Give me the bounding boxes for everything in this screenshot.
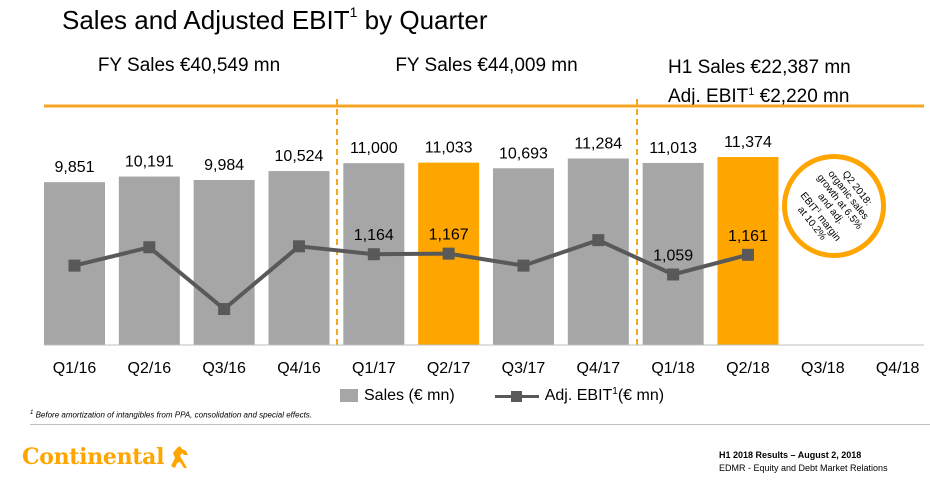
- period-label-fy16: FY Sales €40,549 mn: [97, 55, 281, 76]
- footer-divider: [30, 424, 930, 425]
- x-tick-label: Q2/18: [726, 360, 770, 377]
- sales-bar: [268, 171, 330, 345]
- ebit-point: [442, 247, 455, 260]
- q2-2018-callout: Q2 2018: organic sales growth at 6.5% an…: [782, 154, 886, 258]
- sales-bar: [193, 179, 255, 345]
- callout-text: Q2 2018: organic sales growth at 6.5% an…: [794, 168, 874, 244]
- sales-value-label: 11,284: [574, 135, 622, 152]
- sales-bar: [567, 158, 629, 345]
- legend-sales-label: Sales (€ mn): [364, 386, 455, 404]
- sales-bar: [118, 176, 180, 345]
- ebit-point: [292, 240, 305, 253]
- x-tick-label: Q4/18: [876, 360, 920, 377]
- sales-value-label: 9,984: [204, 157, 244, 174]
- sales-value-label: 10,191: [125, 154, 174, 171]
- ebit-point: [143, 241, 156, 254]
- x-tick-label: Q3/16: [202, 360, 246, 377]
- sales-value-label: 11,374: [724, 134, 772, 151]
- x-tick-label: Q1/18: [651, 360, 695, 377]
- ebit-point: [218, 303, 231, 316]
- chart-legend: Sales (€ mn) Adj. EBIT1(€ mn): [340, 386, 664, 405]
- footer-event: H1 2018 Results – August 2, 2018: [719, 450, 862, 460]
- horse-icon: [171, 446, 189, 468]
- footer-info: H1 2018 Results – August 2, 2018 EDMR - …: [719, 449, 888, 475]
- sales-value-label: 10,524: [275, 148, 324, 165]
- h1-sales-label: H1 Sales €22,387 mn: [668, 57, 851, 78]
- ebit-value-label: 1,167: [429, 227, 469, 244]
- x-tick-label: Q2/17: [427, 360, 471, 377]
- sales-value-label: 9,851: [54, 159, 94, 176]
- ebit-point: [68, 259, 81, 272]
- ebit-point: [367, 248, 380, 261]
- sales-value-label: 11,000: [350, 140, 398, 157]
- x-tick-label: Q1/17: [352, 360, 396, 377]
- legend-ebit-swatch: [494, 389, 539, 403]
- ebit-value-label: 1,164: [354, 227, 394, 244]
- page-title: Sales and Adjusted EBIT1 by Quarter: [62, 4, 488, 35]
- x-tick-label: Q2/16: [128, 360, 172, 377]
- x-tick-label: Q4/16: [277, 360, 321, 377]
- logo-text: Continental: [22, 444, 165, 470]
- x-tick-label: Q1/16: [53, 360, 97, 377]
- legend-ebit-label: Adj. EBIT1(€ mn): [544, 386, 665, 404]
- sales-ebit-chart: 9,851 Q1/16 10,191 Q2/16 9,984 Q3/16 10,524 Q4/…: [44, 99, 924, 377]
- h1-ebit-label: Adj. EBIT1 €2,220 mn: [668, 86, 850, 107]
- legend-sales-swatch: [340, 389, 358, 402]
- ebit-line: [74, 237, 749, 312]
- period-label-h1-2018: H1 Sales €22,387 mn Adj. EBIT1 €2,220 mn: [668, 55, 851, 109]
- sales-value-label: 10,693: [499, 145, 548, 162]
- ebit-point: [741, 248, 754, 261]
- ebit-point: [667, 268, 680, 281]
- footnote: 1 Before amortization of intangibles fro…: [30, 410, 313, 420]
- x-tick-label: Q3/17: [502, 360, 546, 377]
- ebit-point: [592, 234, 605, 247]
- sales-value-label: 11,013: [649, 140, 697, 157]
- sales-bar: [642, 162, 704, 345]
- x-tick-label: Q4/17: [577, 360, 621, 377]
- ebit-point: [517, 259, 530, 272]
- ebit-value-label: 1,161: [728, 228, 768, 245]
- continental-logo: Continental: [22, 444, 191, 470]
- x-tick-label: Q3/18: [801, 360, 845, 377]
- ebit-value-label: 1,059: [653, 247, 693, 264]
- sales-value-label: 11,033: [425, 140, 473, 157]
- footer-department: EDMR - Equity and Debt Market Relations: [719, 463, 888, 473]
- period-label-fy17: FY Sales €44,009 mn: [395, 55, 578, 76]
